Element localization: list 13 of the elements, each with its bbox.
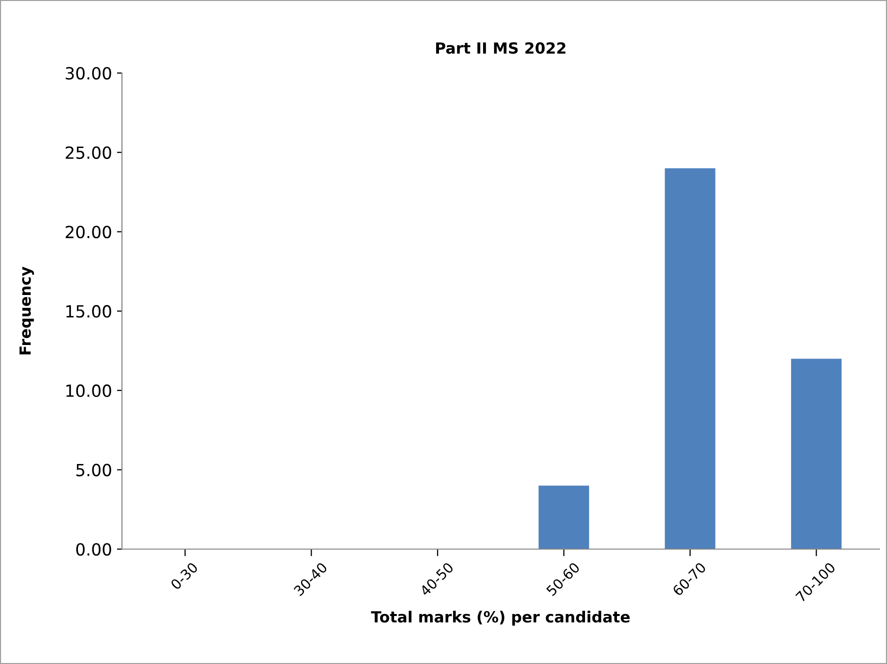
x-axis-title: Total marks (%) per candidate: [371, 610, 630, 626]
bar: [791, 358, 842, 550]
y-tick-label: 5.00: [76, 464, 112, 476]
y-tick-label: 20.00: [66, 226, 112, 238]
y-tick-label: 25.00: [66, 146, 112, 159]
y-tick-label: 10.00: [66, 384, 112, 397]
y-tick-label: 0.00: [76, 543, 112, 556]
y-tick-label: 15.00: [66, 305, 112, 318]
chart-title: Part II MS 2022: [436, 42, 566, 54]
bar: [664, 168, 716, 550]
bar: [538, 486, 590, 550]
y-axis-title: Frequency: [20, 266, 34, 354]
y-tick-label: 30.00: [66, 67, 112, 80]
